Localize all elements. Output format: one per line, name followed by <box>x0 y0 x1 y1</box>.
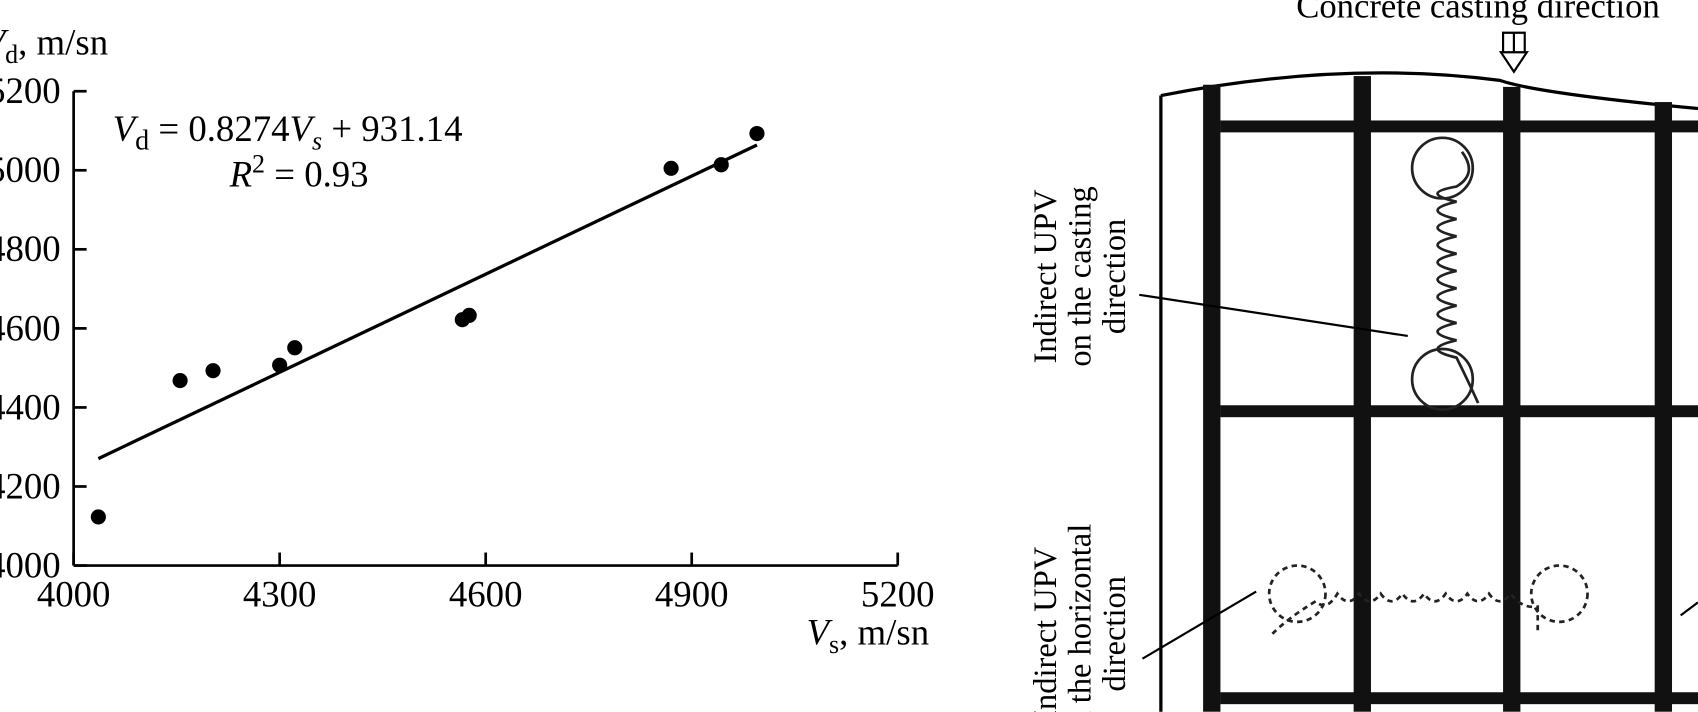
rebar-horizontal <box>1220 120 1698 133</box>
data-point <box>205 363 221 379</box>
eq-intercept: 931.14 <box>361 108 462 149</box>
rebar-vertical <box>1353 76 1371 712</box>
diagram-label: on the horizontal <box>1062 524 1098 712</box>
x-tick-label: 5200 <box>861 574 935 615</box>
rebar <box>1203 76 1698 712</box>
x-tick-label: 4900 <box>655 574 729 615</box>
r-squared: R2 = 0.93 <box>229 149 369 194</box>
rebar-vertical <box>1203 84 1221 712</box>
diagram-label: direction <box>1097 576 1133 691</box>
data-point <box>663 160 679 176</box>
y-tick-label: 5200 <box>0 70 61 111</box>
y-tick-label: 4600 <box>0 307 61 348</box>
rebar-horizontal <box>1220 405 1698 418</box>
data-point <box>272 357 288 373</box>
rebar-vertical <box>1503 86 1521 712</box>
data-point <box>749 125 765 142</box>
upv-diagram: Concrete casting direction Indirect UPVo… <box>1028 0 1698 712</box>
x-tick-label: 4600 <box>449 574 523 615</box>
fit-equation: Vd = 0.8274Vs + 931.14 <box>113 108 463 157</box>
axis-subscript: d <box>5 40 18 69</box>
r2-value: 0.93 <box>304 154 368 195</box>
x-tick-label: 4300 <box>243 574 317 615</box>
eq-slope: 0.8274 <box>188 108 289 149</box>
r2-text: = <box>265 154 304 195</box>
axis-symbol: V <box>0 21 10 62</box>
fit-line <box>97 143 758 461</box>
x-tick-label: 4000 <box>37 574 111 615</box>
y-tick-label: 4400 <box>0 386 61 427</box>
y-axis-label: Vd, m/sn <box>0 21 108 69</box>
r2-sup: 2 <box>252 149 265 178</box>
y-tick-label: 4800 <box>0 228 61 269</box>
axis-unit: , m/sn <box>18 21 108 62</box>
y-tick-label: 5000 <box>0 149 61 190</box>
eq-subscript: s <box>312 127 322 156</box>
casting-arrow <box>1498 31 1529 74</box>
diagram-label: Indirect UPV <box>1028 546 1064 712</box>
x-axis-label: Vs, m/sn <box>807 612 930 660</box>
transducer-horizontal <box>1267 564 1589 635</box>
axis-unit: , m/sn <box>839 612 929 653</box>
panel-edge <box>1160 71 1698 111</box>
rebar-horizontal <box>1220 692 1698 705</box>
leader-line <box>1141 590 1257 660</box>
eq-subscript: d <box>135 126 149 157</box>
r2-symbol: R <box>229 154 252 195</box>
y-tick-label: 4000 <box>0 544 61 585</box>
scatter-chart: 4000 4300 4600 4900 5200 4000 4200 4400 4600 4800… <box>0 21 935 659</box>
eq-text: = <box>149 108 188 149</box>
axis-subscript: s <box>829 630 839 659</box>
data-point <box>713 157 729 173</box>
data-point <box>172 372 188 389</box>
data-point <box>461 307 477 323</box>
leader-line <box>1680 601 1698 617</box>
data-point <box>90 509 106 525</box>
diagram-title: Concrete casting direction <box>1296 0 1660 26</box>
diagram-label: on the casting <box>1062 186 1098 366</box>
diagram-label: Indirect UPV <box>1028 189 1064 364</box>
transducer-vertical <box>1410 136 1480 411</box>
axis-symbol: V <box>807 612 834 653</box>
leader-line <box>1139 293 1408 338</box>
data-point <box>287 340 303 356</box>
y-tick-label: 4200 <box>0 465 61 506</box>
eq-symbol: V <box>113 108 140 149</box>
eq-text: + <box>322 108 361 149</box>
diagram-label: direction <box>1097 219 1133 334</box>
